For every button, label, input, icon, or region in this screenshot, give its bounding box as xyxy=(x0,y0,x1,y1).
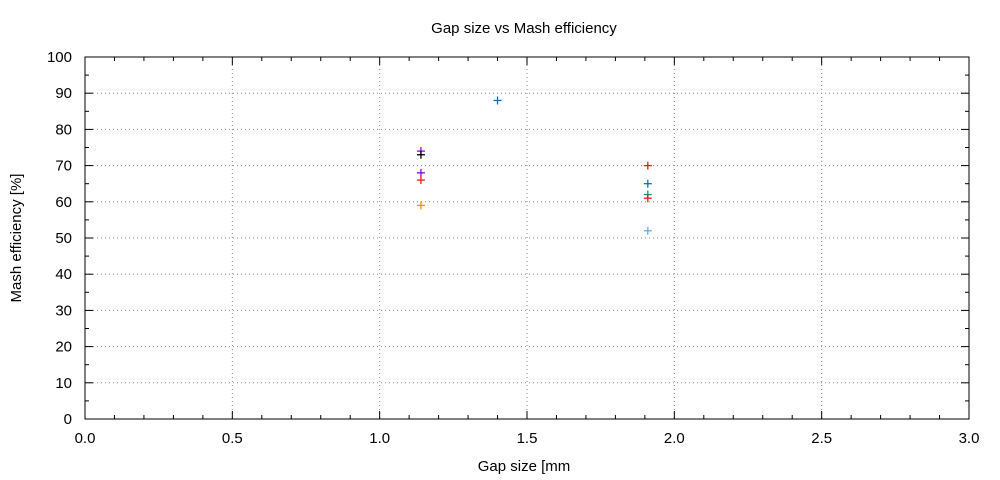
y-tick-label: 50 xyxy=(55,230,72,247)
data-point xyxy=(643,161,652,170)
x-tick-label: 3.0 xyxy=(959,430,980,447)
y-tick-label: 40 xyxy=(55,266,72,283)
y-tick-label: 20 xyxy=(55,339,72,356)
grid-lines xyxy=(85,57,969,419)
y-tick-label: 10 xyxy=(55,375,72,392)
x-tick-label: 1.0 xyxy=(369,430,390,447)
data-point xyxy=(493,96,502,105)
data-point xyxy=(643,194,652,203)
x-tick-label: 0.0 xyxy=(75,430,96,447)
y-tick-label: 30 xyxy=(55,302,72,319)
data-points xyxy=(416,96,652,235)
x-tick-label: 0.5 xyxy=(222,430,243,447)
data-point xyxy=(416,168,425,177)
x-tick-label: 2.5 xyxy=(811,430,832,447)
data-point xyxy=(416,201,425,210)
y-tick-label: 0 xyxy=(64,411,72,428)
x-axis-label: Gap size [mm xyxy=(478,458,571,475)
chart-title: Gap size vs Mash efficiency xyxy=(431,20,617,37)
y-tick-label: 60 xyxy=(55,194,72,211)
data-point xyxy=(416,150,425,159)
data-point xyxy=(416,176,425,185)
y-tick-label: 100 xyxy=(47,49,72,66)
y-tick-label: 70 xyxy=(55,158,72,175)
x-tick-label: 2.0 xyxy=(664,430,685,447)
y-tick-label: 80 xyxy=(55,121,72,138)
axis-ticks xyxy=(84,56,970,420)
data-point xyxy=(643,226,652,235)
data-point xyxy=(643,179,652,188)
x-tick-label: 1.5 xyxy=(517,430,538,447)
y-axis-label: Mash efficiency [%] xyxy=(8,174,25,303)
y-tick-label: 90 xyxy=(55,85,72,102)
